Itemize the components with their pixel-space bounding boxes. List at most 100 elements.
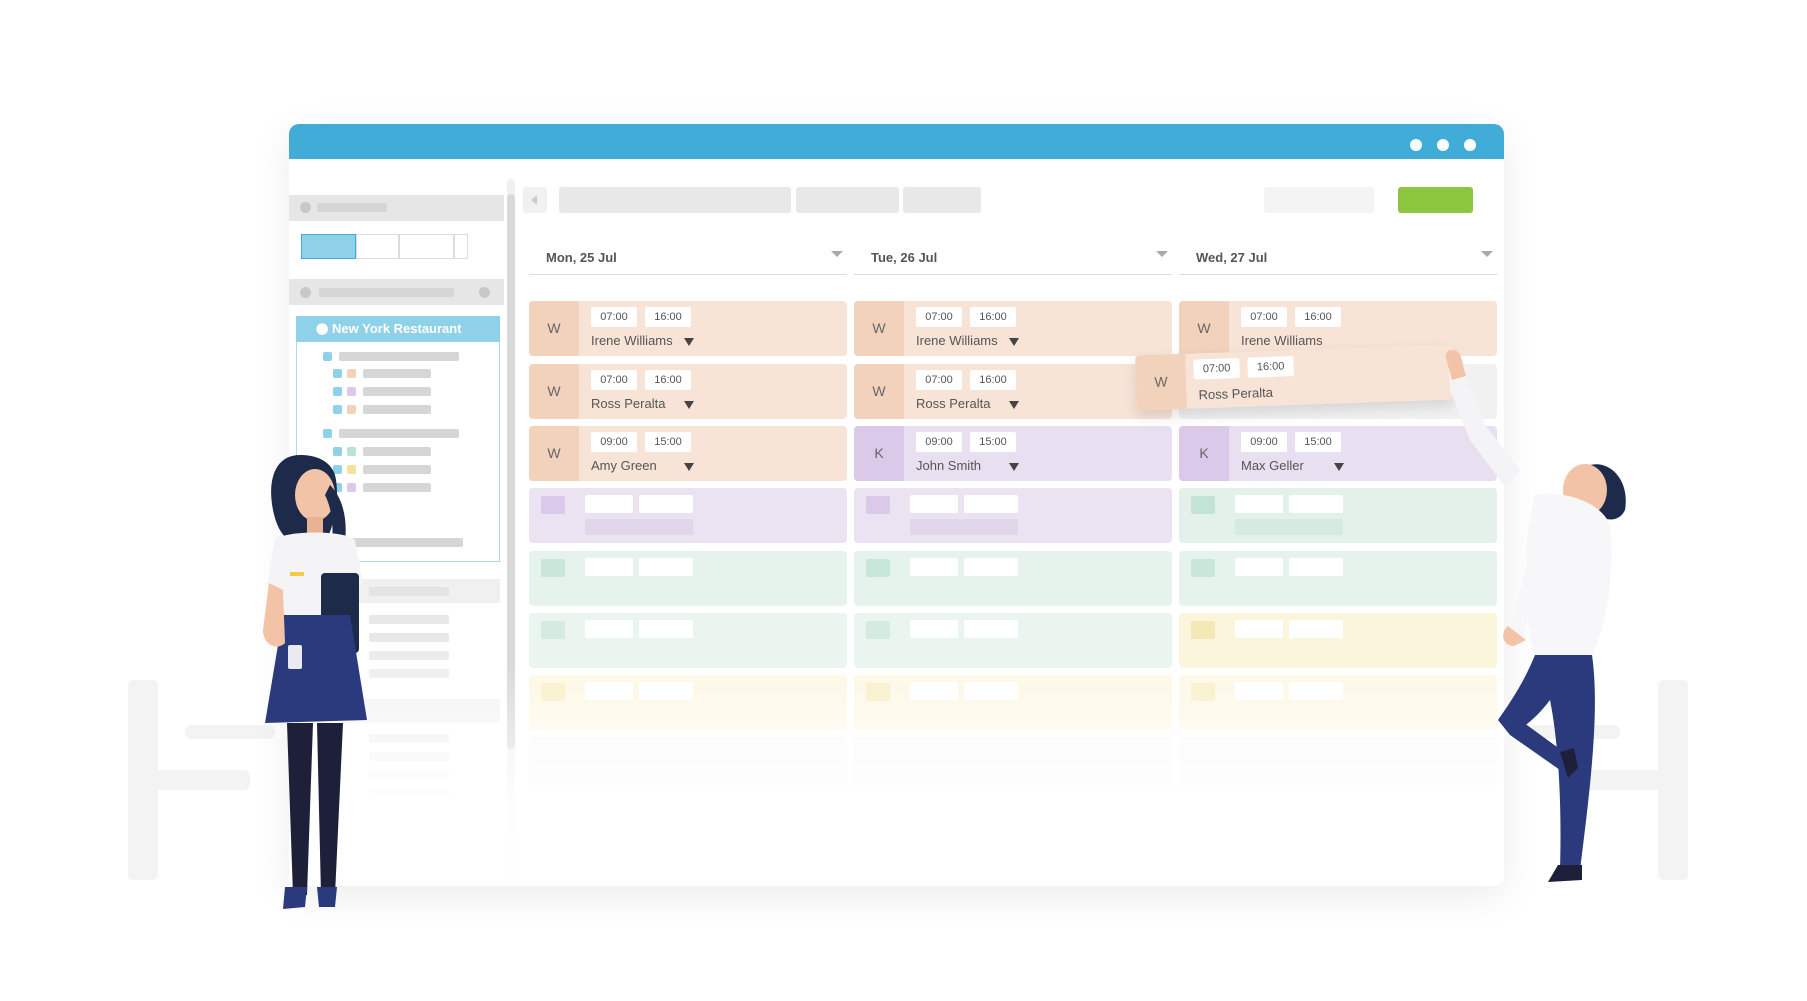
shift-end[interactable]: 15:00 [645, 432, 691, 452]
placeholder-role [866, 559, 890, 577]
shift-start[interactable]: 09:00 [591, 432, 637, 452]
waiter-arm-raised [1448, 353, 1520, 488]
placeholder-start [1235, 495, 1283, 513]
location-new-york-restaurant[interactable]: ⬤ New York Restaurant [296, 316, 500, 342]
shift-card[interactable]: W 07:00 16:00 Irene Williams [529, 301, 847, 356]
shift-end[interactable]: 16:00 [645, 307, 691, 327]
waiter-hand-raised [1445, 350, 1466, 380]
location-tree [296, 342, 500, 562]
sidebar-header-label [317, 203, 387, 212]
day-header-mon[interactable]: Mon, 25 Jul [529, 249, 847, 275]
waitress-leg-left [287, 723, 313, 895]
shift-end[interactable]: 15:00 [970, 432, 1016, 452]
tree-item-label [363, 369, 431, 378]
table-left [185, 725, 275, 739]
caret-down-icon[interactable] [684, 401, 694, 409]
shift-end[interactable]: 16:00 [970, 370, 1016, 390]
sidebar-scrollbar-thumb[interactable] [507, 194, 515, 749]
shift-start[interactable]: 07:00 [1193, 357, 1240, 380]
shift-end[interactable]: 16:00 [645, 370, 691, 390]
placeholder-start [585, 495, 633, 513]
view-toggle-1[interactable] [301, 234, 356, 259]
shift-start[interactable]: 07:00 [591, 307, 637, 327]
caret-down-icon[interactable] [1009, 401, 1019, 409]
shift-start[interactable]: 07:00 [916, 307, 962, 327]
dot-icon[interactable] [1437, 139, 1449, 151]
tree-item-label [363, 483, 431, 492]
waitress-shoe-right [317, 887, 337, 907]
waiter-leg-back [1510, 720, 1568, 770]
placeholder-start [585, 620, 633, 638]
view-toggle-more[interactable] [454, 234, 468, 259]
shift-employee: Irene Williams [1241, 333, 1323, 348]
day-header-tue[interactable]: Tue, 26 Jul [854, 249, 1172, 275]
locations-header-action-icon[interactable] [479, 287, 490, 298]
locations-header-icon [300, 287, 311, 298]
placeholder-start [910, 495, 958, 513]
dragged-shift-card[interactable]: W 07:00 16:00 Ross Peralta [1135, 344, 1455, 411]
shift-card[interactable]: W 07:00 16:00 Ross Peralta [854, 364, 1172, 419]
tree-item-icon [333, 447, 342, 456]
shift-start[interactable]: 07:00 [1241, 307, 1287, 327]
shift-start[interactable]: 09:00 [916, 432, 962, 452]
caret-down-icon[interactable] [1009, 463, 1019, 471]
caret-down-icon[interactable] [1009, 338, 1019, 346]
day-header-wed[interactable]: Wed, 27 Jul [1179, 249, 1497, 275]
sidebar-item-label [369, 633, 449, 642]
shift-employee: Max Geller [1241, 458, 1304, 473]
shift-card[interactable]: W 07:00 16:00 Ross Peralta [529, 364, 847, 419]
shift-start[interactable]: 07:00 [591, 370, 637, 390]
shift-employee: Amy Green [591, 458, 657, 473]
toolbar-button-1[interactable] [796, 187, 899, 213]
shift-role: W [854, 301, 904, 356]
placeholder-start [1235, 558, 1283, 576]
sidebar-item-label [369, 615, 449, 624]
placeholder-role [1191, 559, 1215, 577]
waitress-illustration [263, 455, 367, 909]
tree-item-icon [333, 387, 342, 396]
shift-start[interactable]: 07:00 [916, 370, 962, 390]
placeholder-end [639, 620, 693, 638]
shift-card[interactable]: W 07:00 16:00 Irene Williams [854, 301, 1172, 356]
shift-employee: John Smith [916, 458, 982, 473]
shift-card[interactable]: K 09:00 15:00 John Smith [854, 426, 1172, 481]
view-toggle-2[interactable] [356, 234, 399, 259]
shift-card[interactable]: W 09:00 15:00 Amy Green [529, 426, 847, 481]
shift-employee: Ross Peralta [916, 396, 991, 411]
waitress-face [295, 469, 335, 521]
waitress-name-tag [290, 572, 304, 576]
caret-down-icon[interactable] [684, 463, 694, 471]
placeholder-start [585, 558, 633, 576]
placeholder-end [964, 558, 1018, 576]
shift-end[interactable]: 15:00 [1295, 432, 1341, 452]
placeholder-shift [854, 551, 1172, 606]
shift-end[interactable]: 16:00 [1247, 356, 1294, 378]
waiter-hand-down [1503, 626, 1526, 646]
toolbar-button-3[interactable] [1264, 187, 1374, 213]
toolbar-button-2[interactable] [903, 187, 981, 213]
waiter-illustration [1445, 350, 1626, 882]
shift-card[interactable]: K 09:00 15:00 Max Geller [1179, 426, 1497, 481]
date-range-field[interactable] [559, 187, 791, 213]
waitress-apron [265, 615, 367, 723]
prev-week-button[interactable] [523, 187, 547, 213]
tree-item-icon [347, 483, 356, 492]
shift-start[interactable]: 09:00 [1241, 432, 1287, 452]
view-toggle-3[interactable] [399, 234, 454, 259]
dot-icon[interactable] [1410, 139, 1422, 151]
shift-role: W [529, 426, 579, 481]
caret-down-icon[interactable] [684, 338, 694, 346]
shift-card[interactable]: W 07:00 16:00 Irene Williams [1179, 301, 1497, 356]
fade-overlay [289, 664, 1504, 886]
location-label: New York Restaurant [332, 321, 462, 336]
shift-end[interactable]: 16:00 [970, 307, 1016, 327]
caret-down-icon[interactable] [1334, 463, 1344, 471]
tree-group-icon [323, 429, 332, 438]
title-bar [289, 124, 1504, 159]
tree-item-icon [333, 483, 342, 492]
chevron-down-icon [1156, 251, 1168, 257]
dot-icon[interactable] [1464, 139, 1476, 151]
placeholder-name [585, 519, 693, 535]
add-shift-button[interactable] [1398, 187, 1473, 213]
shift-end[interactable]: 16:00 [1295, 307, 1341, 327]
